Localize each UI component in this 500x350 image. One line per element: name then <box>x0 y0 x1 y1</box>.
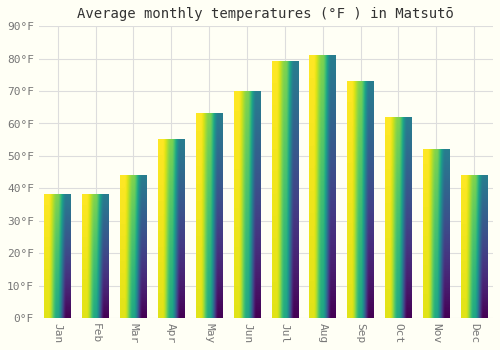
Title: Average monthly temperatures (°F ) in Matsutō: Average monthly temperatures (°F ) in Ma… <box>78 7 454 21</box>
